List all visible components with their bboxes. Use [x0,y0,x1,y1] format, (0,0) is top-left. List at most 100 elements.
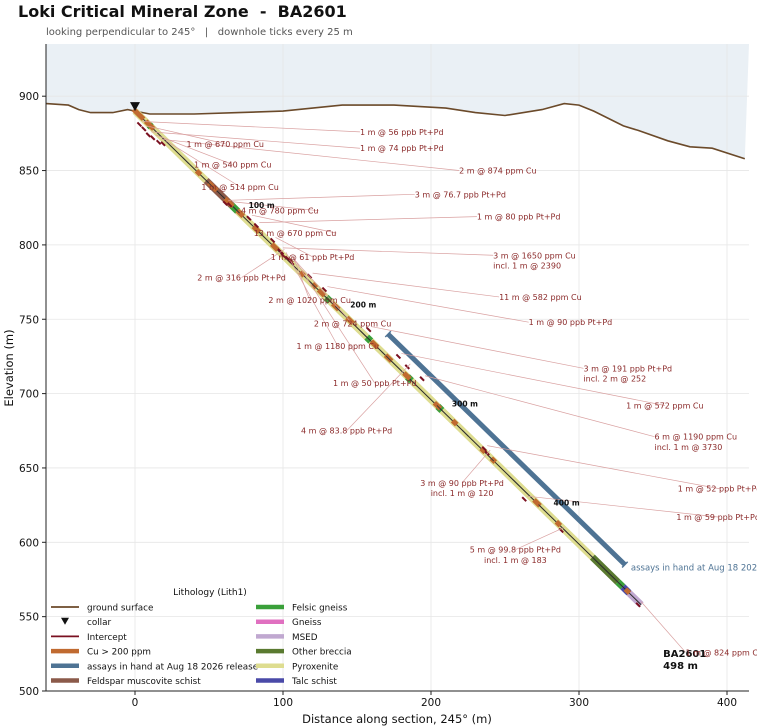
annotation-leader [232,201,319,212]
annotation-leader [282,247,494,256]
legend-item-label: ground surface [87,604,153,614]
intercept-annotation: 1 m @ 80 ppb Pt+Pd [477,213,561,222]
annotation-leader [515,527,565,551]
y-tick-label: 650 [19,463,39,475]
intercept-annotation: 5 m @ 99.8 ppb Pt+Pd [470,546,561,555]
annotation-leader [461,449,491,484]
intercept-mark [246,215,252,221]
intercept-annotation: incl. 2 m @ 252 [583,375,646,384]
x-axis-label: Distance along section, 245° (m) [302,712,492,726]
annotation-leader [487,445,720,490]
y-tick-label: 700 [19,389,39,401]
intercept-annotation: 1 m @ 90 ppb Pt+Pd [529,318,613,327]
annotation-leader [241,249,285,278]
depth-label: 100 m [249,201,275,210]
cu-segment [369,339,380,350]
downhole-tick [411,380,418,388]
intercept-annotation: incl. 1 m @ 120 [431,489,494,498]
intercept-annotation: 1 m @ 50 ppb Pt+Pd [333,379,417,388]
downhole-tick [309,281,317,288]
intercept-mark [395,353,402,360]
intercept-annotation: 1 m @ 74 ppb Pt+Pd [360,144,444,153]
annotation-leader [161,138,460,171]
intercept-mark [136,121,143,128]
legend-item-label: Pyroxenite [292,662,338,672]
intercept-annotation: 1 m @ 514 ppm Cu [201,183,278,192]
intercept-mark [481,445,487,452]
downhole-tick [538,504,545,511]
intercept-annotation: 6 m @ 1190 ppm Cu [654,433,737,442]
intercept-mark [280,252,286,259]
intercept-mark [284,255,291,262]
annotation-leader [142,121,360,133]
y-axis-label: Elevation (m) [2,329,16,406]
y-tick-label: 900 [19,91,39,103]
x-tick-label: 200 [421,697,441,709]
x-tick-label: 400 [717,697,737,709]
intercept-mark [521,496,527,502]
intercept-annotation: 1 m @ 1180 ppm Cu [296,342,379,351]
cu-segment [450,418,459,427]
annotation-leader [640,601,686,653]
downhole-tick [563,529,571,536]
downhole-tick [436,405,444,412]
intercept-annotation: incl. 1 m @ 2390 [493,262,561,271]
cu-segment [316,287,327,298]
intercept-annotation: 13 m @ 670 ppm Cu [254,229,337,238]
legend-item-label: Cu > 200 ppm [87,648,151,658]
annotation-leader [251,214,337,234]
downhole-tick [462,429,469,437]
cu-segment [194,168,203,177]
intercept-mark [145,132,151,138]
legend-item-label: Intercept [87,633,127,643]
collar-marker [130,102,140,112]
assays-bar-cap [384,330,392,338]
intercept-mark [366,326,372,333]
intercept-annotation: 2 m @ 1020 ppm Cu [268,296,351,305]
y-tick-label: 750 [19,314,39,326]
intercept-mark [321,286,328,293]
legend-item-label: Felsic gneiss [292,604,348,614]
downhole-tick [360,330,368,338]
intercept-annotation: 2 m @ 316 ppb Pt+Pd [197,274,286,283]
y-tick-label: 800 [19,240,39,252]
downhole-tick [334,306,342,313]
intercept-mark [150,135,156,141]
intercept-annotation: 1 m @ 540 ppm Cu [194,161,271,170]
intercept-annotation: 2 m @ 724 ppm Cu [314,320,391,329]
downhole-tick [258,231,266,239]
intercept-annotation: 1 m @ 572 ppm Cu [626,401,703,410]
intercept-annotation: 11 m @ 582 ppm Cu [499,293,582,302]
downhole-tick [614,578,622,586]
annotation-leader [424,375,655,438]
intercept-annotation: 2 m @ 874 ppm Cu [459,167,536,176]
intercept-annotation: 3 m @ 76.7 ppb Pt+Pd [415,190,506,199]
depth-label: 400 m [554,499,580,508]
cu-segment [131,107,146,122]
legend-item-label: assays in hand at Aug 18 2026 release [87,662,258,672]
annotation-leader [165,140,241,188]
legend-item-label: Other breccia [292,648,352,658]
cu-segment [298,270,306,278]
intercept-annotation: 4 m @ 780 ppm Cu [241,207,318,216]
x-tick-label: 300 [569,697,589,709]
downhole-tick [512,479,520,487]
intercept-annotation: incl. 1 m @ 183 [484,556,547,565]
annotation-leader [151,131,360,149]
cu-segment [269,242,280,252]
annotation-leader [293,256,310,301]
hole-depth-label: 498 m [663,661,698,672]
intercept-mark [155,139,162,146]
intercept-annotation: 1 m @ 56 ppb Pt+Pd [360,128,444,137]
intercept-annotation: 1 m @ 52 ppb Pt+Pd [678,485,757,494]
annotation-leader [327,286,529,323]
assays-bar-label: assays in hand at Aug 18 2026 re [631,564,757,574]
downhole-tick [233,206,240,214]
annotation-leader [228,193,415,201]
downhole-tick [589,553,596,561]
cu-segment [554,519,563,528]
downhole-tick [487,454,495,462]
x-tick-label: 100 [273,697,293,709]
legend-title: Lithology (Lith1) [173,588,247,598]
